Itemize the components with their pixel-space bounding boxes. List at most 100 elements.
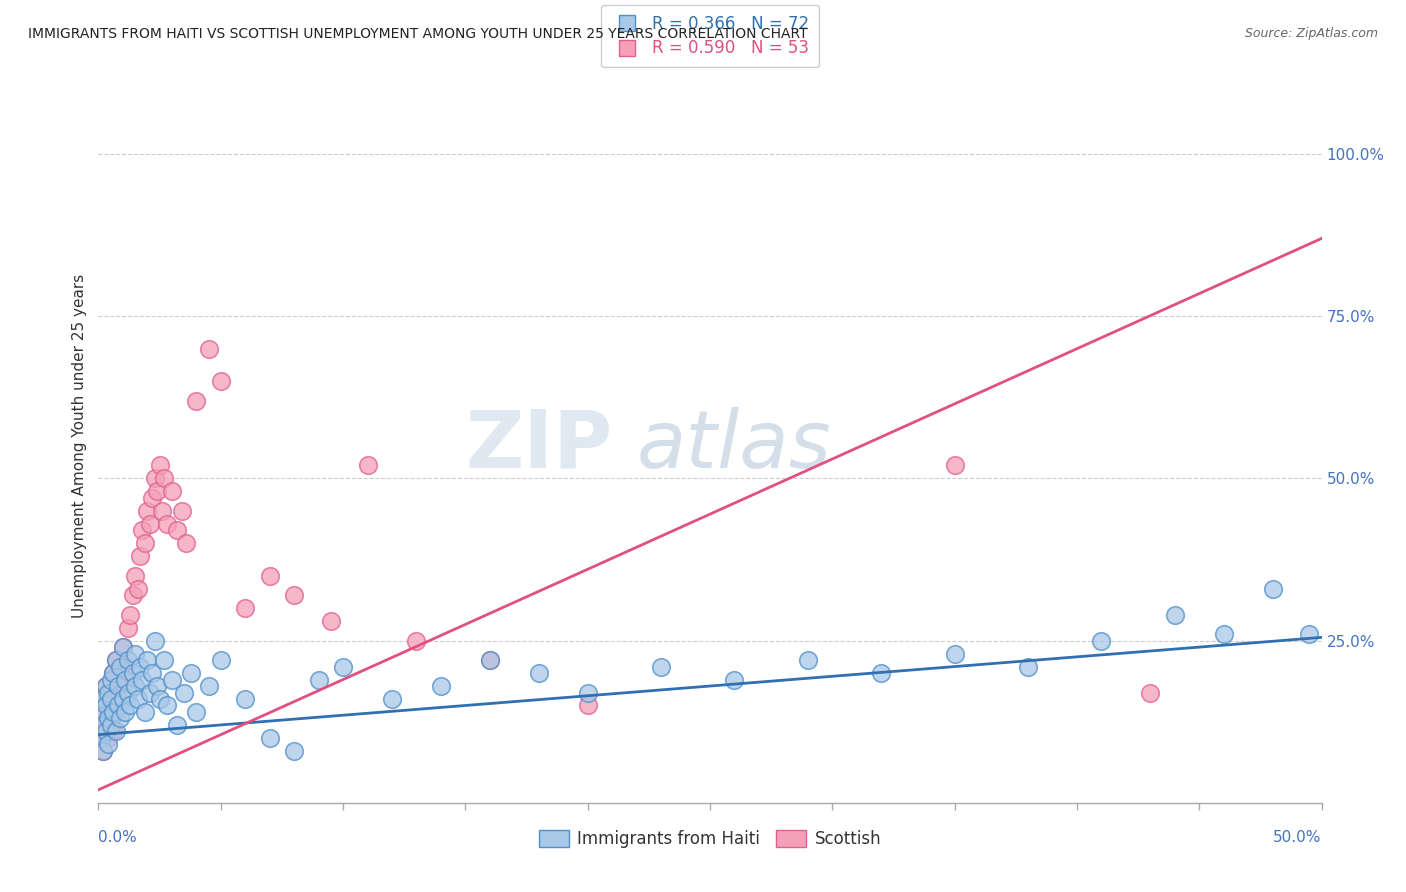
Point bbox=[153, 653, 176, 667]
Point bbox=[166, 718, 188, 732]
Point bbox=[100, 711, 122, 725]
Point bbox=[797, 653, 820, 667]
Point bbox=[160, 484, 183, 499]
Point bbox=[110, 711, 132, 725]
Point bbox=[120, 607, 142, 622]
Point bbox=[101, 705, 124, 719]
Point bbox=[146, 679, 169, 693]
Text: IMMIGRANTS FROM HAITI VS SCOTTISH UNEMPLOYMENT AMONG YOUTH UNDER 25 YEARS CORREL: IMMIGRANTS FROM HAITI VS SCOTTISH UNEMPL… bbox=[28, 27, 807, 41]
Point bbox=[356, 458, 378, 473]
Point bbox=[209, 653, 232, 667]
Point bbox=[100, 673, 122, 687]
Point bbox=[1017, 659, 1039, 673]
Point bbox=[91, 718, 114, 732]
Point bbox=[943, 458, 966, 473]
Point bbox=[101, 666, 124, 681]
Point bbox=[101, 724, 124, 739]
Point bbox=[1212, 627, 1234, 641]
Point bbox=[97, 731, 120, 745]
Text: 0.0%: 0.0% bbox=[98, 830, 138, 845]
Point bbox=[107, 673, 129, 687]
Point bbox=[104, 705, 127, 719]
Point bbox=[143, 471, 166, 485]
Point bbox=[97, 685, 120, 699]
Point bbox=[91, 744, 114, 758]
Point bbox=[170, 504, 193, 518]
Point bbox=[1090, 633, 1112, 648]
Point bbox=[136, 504, 159, 518]
Point bbox=[150, 504, 173, 518]
Point bbox=[723, 673, 745, 687]
Point bbox=[186, 393, 208, 408]
Point bbox=[576, 698, 599, 713]
Point bbox=[114, 673, 136, 687]
Point bbox=[117, 621, 139, 635]
Point bbox=[124, 568, 146, 582]
Point bbox=[111, 640, 134, 654]
Point bbox=[104, 724, 127, 739]
Point bbox=[90, 705, 112, 719]
Point bbox=[124, 679, 146, 693]
Point bbox=[943, 647, 966, 661]
Point bbox=[149, 692, 172, 706]
Point bbox=[94, 679, 117, 693]
Point bbox=[101, 666, 124, 681]
Point bbox=[141, 491, 163, 505]
Point bbox=[117, 685, 139, 699]
Point bbox=[153, 471, 176, 485]
Point bbox=[259, 568, 281, 582]
Legend: Immigrants from Haiti, Scottish: Immigrants from Haiti, Scottish bbox=[531, 823, 889, 855]
Point bbox=[405, 633, 427, 648]
Point bbox=[110, 679, 132, 693]
Point bbox=[149, 458, 172, 473]
Point bbox=[283, 744, 305, 758]
Point bbox=[100, 692, 122, 706]
Point bbox=[166, 524, 188, 538]
Point bbox=[478, 653, 501, 667]
Point bbox=[527, 666, 550, 681]
Point bbox=[97, 698, 120, 713]
Point bbox=[136, 653, 159, 667]
Y-axis label: Unemployment Among Youth under 25 years: Unemployment Among Youth under 25 years bbox=[72, 274, 87, 618]
Point bbox=[259, 731, 281, 745]
Point bbox=[156, 516, 179, 531]
Point bbox=[134, 536, 156, 550]
Point bbox=[233, 601, 256, 615]
Point bbox=[97, 738, 120, 752]
Point bbox=[107, 679, 129, 693]
Point bbox=[430, 679, 453, 693]
Point bbox=[91, 692, 114, 706]
Point bbox=[94, 679, 117, 693]
Point bbox=[1139, 685, 1161, 699]
Point bbox=[131, 673, 153, 687]
Point bbox=[100, 718, 122, 732]
Point bbox=[90, 731, 112, 745]
Point bbox=[110, 659, 132, 673]
Point bbox=[173, 685, 195, 699]
Point bbox=[650, 659, 672, 673]
Point bbox=[332, 659, 354, 673]
Point bbox=[121, 666, 143, 681]
Point bbox=[176, 536, 198, 550]
Point bbox=[134, 705, 156, 719]
Point bbox=[104, 653, 127, 667]
Point bbox=[90, 705, 112, 719]
Point bbox=[127, 582, 149, 596]
Point bbox=[381, 692, 404, 706]
Point bbox=[97, 711, 120, 725]
Point bbox=[1261, 582, 1284, 596]
Text: ZIP: ZIP bbox=[465, 407, 612, 485]
Point bbox=[146, 484, 169, 499]
Point bbox=[127, 692, 149, 706]
Point bbox=[94, 718, 117, 732]
Text: 50.0%: 50.0% bbox=[1274, 830, 1322, 845]
Point bbox=[117, 653, 139, 667]
Point bbox=[129, 659, 152, 673]
Point bbox=[576, 685, 599, 699]
Point bbox=[209, 374, 232, 388]
Point bbox=[180, 666, 202, 681]
Point bbox=[160, 673, 183, 687]
Point bbox=[1164, 607, 1187, 622]
Point bbox=[100, 685, 122, 699]
Point bbox=[90, 731, 112, 745]
